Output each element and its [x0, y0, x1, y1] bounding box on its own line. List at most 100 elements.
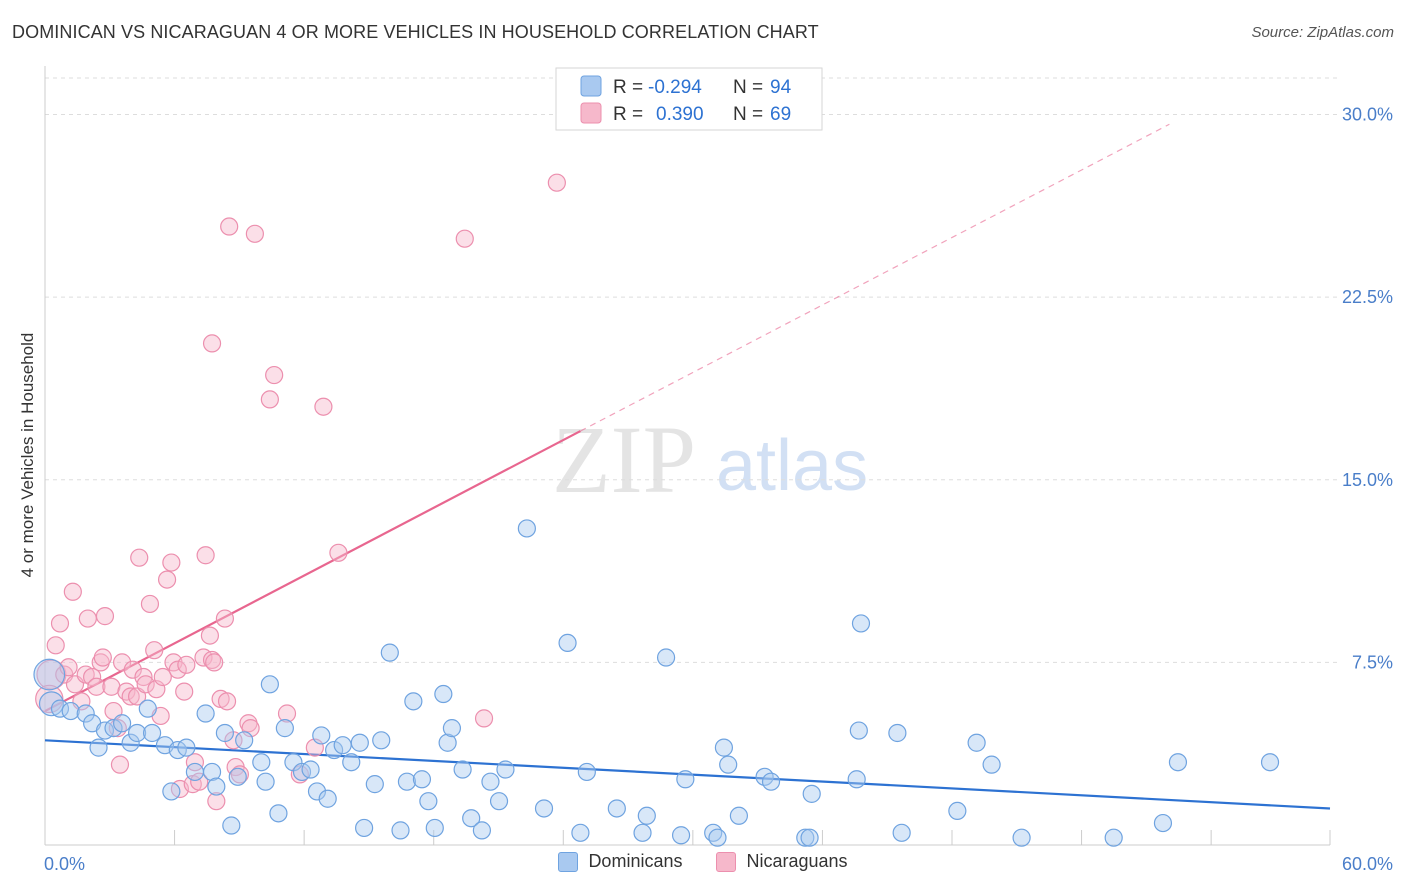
dominican-point [496, 760, 515, 779]
nicaraguan-point [50, 614, 70, 633]
nicaraguan-point [177, 655, 196, 674]
watermark: ZIP atlas [552, 406, 868, 513]
x-tick-label: 60.0% [1342, 854, 1393, 874]
nicaraguan-point [196, 546, 215, 565]
nicaraguan-point [230, 765, 249, 784]
stats-n-label-blue: N = [733, 77, 768, 98]
legend-item-nicaraguans[interactable]: Nicaraguans [716, 851, 848, 872]
nicaraguan-point [220, 217, 239, 236]
dominican-point [761, 772, 781, 791]
dominican-point [462, 809, 481, 828]
stats-n-value-pink: 69 [770, 104, 791, 125]
nicaraguan-point [157, 570, 177, 589]
dominican-point [1168, 753, 1188, 772]
dominican-point [481, 772, 500, 791]
legend-item-dominicans[interactable]: Dominicans [558, 851, 682, 872]
y-tick-label: 30.0% [1342, 105, 1393, 125]
trend-lines [44, 123, 1331, 810]
nicaraguan-point [63, 582, 82, 601]
dominican-point [350, 733, 369, 752]
grid-lines [45, 77, 1338, 663]
dominican-point [61, 701, 80, 721]
nicaraguan-point [123, 660, 142, 679]
dominican-point [633, 823, 652, 842]
dominican-point [207, 777, 226, 796]
dominican-point [215, 723, 234, 743]
nicaraguan-point [153, 667, 172, 687]
dominican-point [982, 755, 1001, 774]
nicaraguan-point [36, 659, 67, 690]
dominican-point [425, 818, 444, 838]
legend-swatch-dominicans [558, 851, 579, 872]
dominican-point [252, 753, 271, 772]
source-label: Source: ZipAtlas.com [1251, 24, 1394, 41]
dominican-point [380, 643, 399, 662]
nicaraguan-point [46, 636, 65, 655]
nicaraguan-point [112, 653, 132, 672]
nicaraguan-point [329, 543, 348, 562]
dominican-point [112, 714, 132, 733]
dominican-point [676, 770, 695, 789]
nicaraguan-point [185, 753, 205, 772]
dominicans-points [33, 519, 1280, 847]
nicaraguan-point [205, 653, 224, 672]
dominican-point [312, 726, 331, 745]
dominican-point [849, 721, 868, 740]
nicaraguan-point [136, 675, 155, 694]
nicaraguan-point [474, 709, 494, 728]
stats-legend: R = -0.294 N = 94 R = 0.390 N = 69 [555, 67, 823, 131]
dominican-point [434, 684, 453, 704]
dominican-point [453, 760, 472, 779]
nicaraguan-point [547, 173, 566, 192]
y-tick-label: 22.5% [1342, 287, 1393, 307]
nicaraguan-point [202, 334, 222, 353]
dominican-point [301, 760, 320, 779]
dominican-point [365, 775, 384, 794]
dominican-point [397, 772, 417, 791]
stats-r-label-pink: R = [613, 104, 648, 125]
dominican-point [800, 828, 819, 847]
dominican-point [275, 719, 294, 738]
dominican-point [851, 614, 871, 633]
nicaraguan-point [455, 229, 474, 248]
y-tick-label: 15.0% [1342, 470, 1393, 490]
stats-legend-swatch-pink [580, 102, 602, 124]
dominican-point [185, 762, 205, 782]
dominican-point [637, 806, 656, 825]
dominican-point [162, 782, 181, 801]
nicaraguan-point [215, 609, 234, 628]
stats-n-label-pink: N = [733, 104, 768, 125]
dominican-point [318, 789, 337, 808]
dominican-point [76, 704, 95, 723]
dominican-point [307, 782, 327, 801]
nicaraguans-points [35, 173, 566, 811]
dominican-point [967, 733, 986, 752]
tick-labels: 7.5% 15.0% 22.5% 30.0% 0.0% 60.0% [44, 105, 1393, 874]
nicaraguan-point [110, 755, 130, 774]
dominican-point [577, 762, 596, 782]
legend-label-dominicans: Dominicans [588, 851, 683, 871]
dominican-point [256, 772, 275, 791]
dominican-point [33, 658, 66, 691]
dominican-point [558, 633, 577, 653]
dominican-point [404, 692, 423, 711]
dominican-point [342, 753, 361, 772]
dominican-point [517, 519, 536, 538]
dominicans-trend-line [44, 739, 1331, 810]
dominican-point [708, 828, 727, 847]
dominican-point [796, 828, 815, 847]
dominican-point [656, 648, 676, 667]
nicaraguan-point [145, 641, 164, 660]
nicaraguan-point [175, 682, 194, 701]
nicaraguan-point [162, 553, 181, 572]
dominican-point [391, 821, 410, 840]
dominican-point [372, 731, 391, 750]
dominican-point [419, 792, 438, 811]
dominican-point [89, 738, 108, 757]
y-tick-label: 7.5% [1352, 652, 1393, 672]
dominican-point [892, 823, 911, 842]
dominican-point [333, 736, 352, 755]
dominican-point [1260, 753, 1280, 772]
legend-swatch-nicaraguans [716, 851, 737, 872]
